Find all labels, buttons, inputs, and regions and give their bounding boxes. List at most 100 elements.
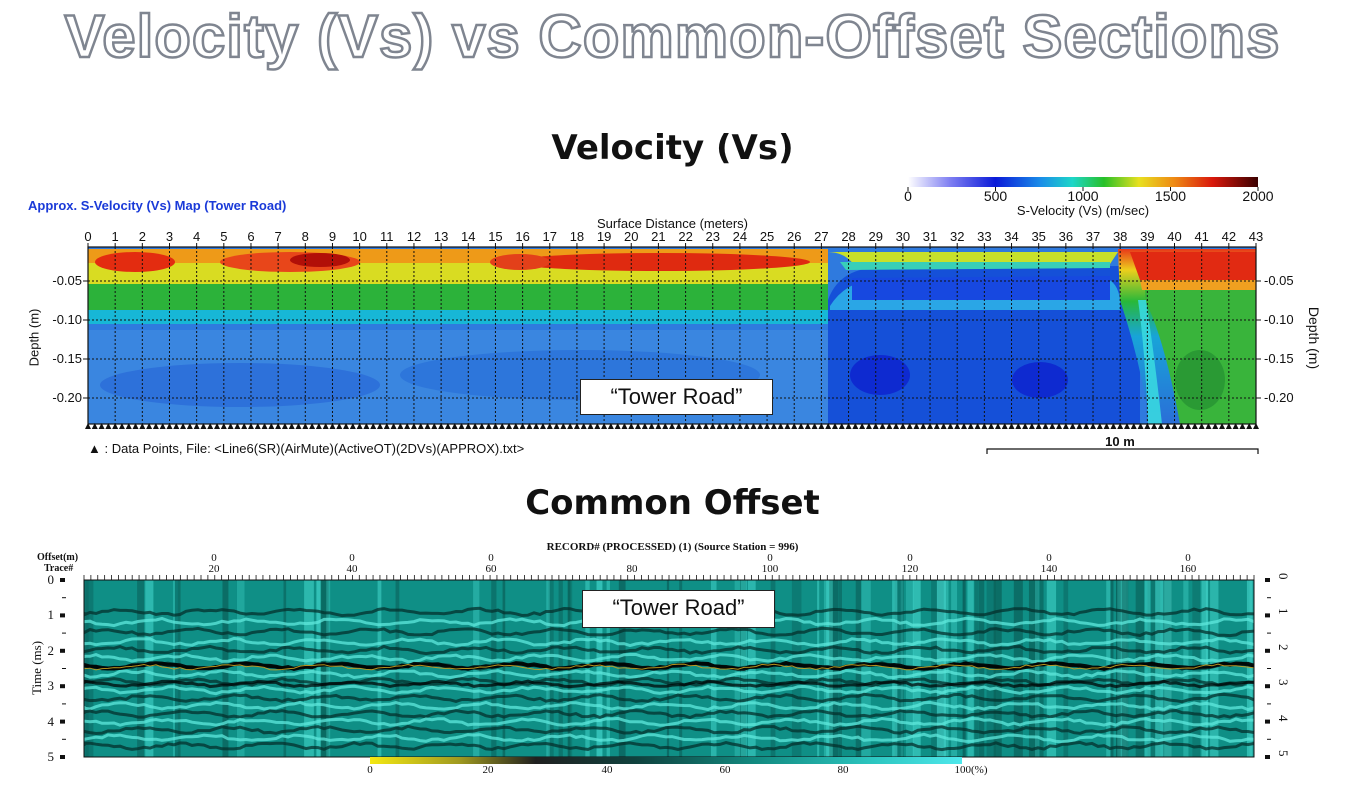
velocity-y-tick-label: -0.10 <box>52 312 82 327</box>
velocity-x-tick-label: 2 <box>138 229 146 244</box>
data-point-marker <box>1225 423 1232 429</box>
trace-stripe <box>236 580 245 757</box>
trace-stripe <box>172 580 175 757</box>
data-point-marker <box>146 423 153 429</box>
data-point-marker <box>1042 423 1049 429</box>
data-point-marker <box>118 423 125 429</box>
velocity-x-tick-label: 19 <box>596 229 612 244</box>
data-point-marker <box>1212 423 1219 429</box>
data-point-marker <box>424 423 431 429</box>
data-point-marker <box>865 423 872 429</box>
data-point-marker <box>675 423 682 429</box>
velocity-x-tick-label: 11 <box>380 229 394 244</box>
data-point-marker <box>315 423 322 429</box>
trace-tick-label: 100 <box>761 563 779 575</box>
reflection-event <box>84 653 1254 664</box>
time-tick-label: 1 <box>1276 608 1291 615</box>
data-point-marker <box>1171 423 1178 429</box>
time-tick-label: 2 <box>47 642 55 658</box>
data-point-marker <box>186 423 193 429</box>
velocity-x-tick-label: 40 <box>1167 229 1182 244</box>
data-point-marker <box>1185 423 1192 429</box>
data-point-marker <box>893 423 900 429</box>
trace-stripe <box>1028 580 1039 757</box>
data-point-marker <box>1110 423 1117 429</box>
data-point-marker <box>709 423 716 429</box>
data-point-marker <box>207 423 214 429</box>
data-point-marker <box>573 423 580 429</box>
data-point-marker <box>247 423 254 429</box>
offset-tick-label: 0 <box>1046 552 1052 564</box>
reflection-event <box>84 644 1254 656</box>
data-point-marker <box>356 423 363 429</box>
velocity-x-tick-label: 22 <box>678 229 693 244</box>
data-point-marker <box>988 423 995 429</box>
data-point-marker <box>241 423 248 429</box>
trace-stripe <box>145 580 154 757</box>
data-point-marker <box>1001 423 1008 429</box>
data-point-marker <box>485 423 492 429</box>
data-point-marker <box>601 423 608 429</box>
data-point-marker <box>506 423 513 429</box>
data-point-marker <box>920 423 927 429</box>
trace-stripe <box>1039 580 1044 757</box>
data-point-marker <box>539 423 546 429</box>
data-point-marker <box>716 423 723 429</box>
data-point-marker <box>961 423 967 429</box>
data-point-marker <box>390 423 397 429</box>
data-point-marker <box>91 423 98 429</box>
data-point-marker <box>757 423 764 429</box>
data-point-marker <box>1103 423 1110 429</box>
offset-tick-label: 0 <box>1185 552 1191 564</box>
data-point-marker <box>268 423 275 429</box>
offset-axis-label: Offset(m) <box>37 552 79 563</box>
data-point-marker <box>533 423 540 429</box>
trace-tick-label: 140 <box>1040 563 1058 575</box>
data-point-marker <box>1022 423 1029 429</box>
trace-stripe <box>1046 580 1057 757</box>
data-point-marker <box>655 423 662 429</box>
data-point-marker <box>933 423 940 429</box>
velocity-x-tick-label: 0 <box>84 229 92 244</box>
trace-stripe <box>1063 580 1069 757</box>
data-point-marker <box>309 423 316 429</box>
time-major-tick <box>60 719 65 724</box>
trace-stripe <box>618 580 626 757</box>
common-offset-colorbar <box>370 757 962 764</box>
velocity-y-tick-label: -0.05 <box>1264 273 1294 288</box>
reflection-event <box>84 740 1254 752</box>
velocity-x-tick-label: 24 <box>732 229 748 244</box>
data-point-marker <box>899 423 906 429</box>
data-point-marker <box>519 423 526 429</box>
time-tick-label: 1 <box>47 607 55 623</box>
trace-stripe <box>978 580 985 757</box>
reflection-event <box>84 708 1254 720</box>
offset-tick-label: 0 <box>349 552 355 564</box>
data-point-marker <box>567 423 574 429</box>
data-point-marker <box>906 423 913 429</box>
common-offset-callout: “Tower Road” <box>582 590 775 628</box>
velocity-x-tick-label: 5 <box>220 229 228 244</box>
data-point-marker <box>465 423 472 429</box>
velocity-colorbar-label: 2000 <box>1242 188 1274 204</box>
data-point-marker <box>852 423 859 429</box>
data-point-marker <box>764 423 771 429</box>
data-point-marker <box>1130 423 1137 429</box>
time-tick-label: 5 <box>47 749 55 764</box>
data-point-marker <box>886 423 893 429</box>
data-point-marker <box>1083 423 1090 429</box>
data-point-marker <box>1253 423 1259 429</box>
trace-stripe <box>1116 580 1122 757</box>
data-point-marker <box>397 423 404 429</box>
velocity-x-tick-label: 1 <box>111 229 119 244</box>
time-tick-label: 3 <box>1276 679 1291 686</box>
trace-stripe <box>855 580 862 757</box>
velocity-x-tick-label: 33 <box>977 229 992 244</box>
trace-stripe <box>316 580 321 757</box>
data-point-marker <box>383 423 390 429</box>
data-point-marker <box>777 423 784 429</box>
data-point-marker <box>662 423 669 429</box>
trace-stripe <box>710 580 717 757</box>
data-point-marker <box>635 423 642 429</box>
common-offset-colorbar-label: 80 <box>837 764 849 776</box>
